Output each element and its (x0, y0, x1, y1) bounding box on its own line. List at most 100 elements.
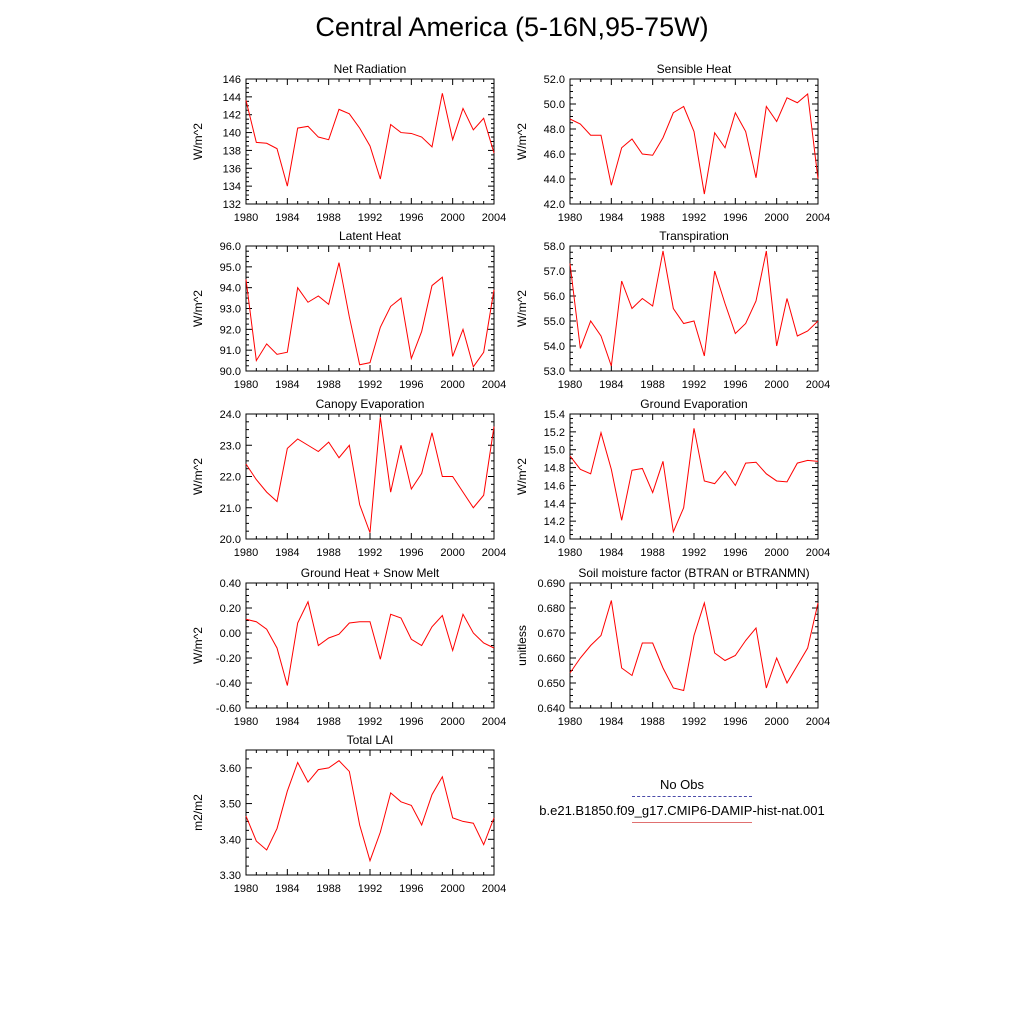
y-tick-label: 3.30 (220, 870, 241, 882)
x-tick-label: 2000 (440, 379, 464, 391)
y-tick-label: 15.2 (544, 427, 565, 439)
x-tick-label: 2004 (806, 547, 830, 559)
chart-title: Canopy Evaporation (316, 397, 425, 411)
y-tick-label: 142 (223, 110, 241, 122)
y-axis-label: W/m^2 (515, 123, 529, 160)
x-tick-label: 2000 (764, 716, 788, 728)
y-axis-label: W/m^2 (191, 123, 205, 160)
x-tick-label: 1996 (723, 716, 747, 728)
chart-title: Latent Heat (339, 229, 402, 243)
y-tick-label: 15.0 (544, 445, 565, 457)
chart-title: Net Radiation (334, 62, 407, 76)
y-tick-label: 20.0 (220, 534, 241, 546)
x-tick-label: 1992 (682, 716, 706, 728)
y-tick-label: 91.0 (220, 345, 241, 357)
x-tick-label: 2004 (482, 379, 506, 391)
chart-panel-4: Canopy Evaporation W/m^2 1980 1984 1988 1992 1… (191, 397, 506, 559)
legend-entry-obs: No Obs (512, 776, 852, 802)
x-tick-label: 1984 (599, 212, 623, 224)
series-line (245, 417, 495, 533)
x-tick-label: 1980 (558, 547, 582, 559)
y-tick-label: 23.0 (220, 440, 241, 452)
y-tick-label: 15.4 (544, 409, 565, 421)
y-tick-label: 14.2 (544, 516, 565, 528)
x-tick-label: 2004 (806, 716, 830, 728)
y-tick-label: 21.0 (220, 503, 241, 515)
legend-label-model: b.e21.B1850.f09_g17.CMIP6-DAMIP-hist-nat… (539, 803, 825, 818)
y-tick-label: 0.680 (537, 603, 565, 615)
chart-panel-1: Sensible Heat W/m^2 1980 1984 1988 1992 1996 20… (515, 62, 830, 224)
y-axis-label: W/m^2 (191, 627, 205, 664)
y-tick-label: 0.660 (537, 653, 565, 665)
x-tick-label: 1992 (358, 379, 382, 391)
y-tick-label: 138 (223, 145, 241, 157)
series-line (569, 600, 819, 692)
y-tick-label: 50.0 (544, 99, 565, 111)
y-tick-label: 146 (223, 74, 241, 86)
y-axis-label: m2/m2 (191, 794, 205, 831)
x-tick-label: 2000 (764, 379, 788, 391)
x-tick-label: 1984 (599, 716, 623, 728)
chart-panel-0: Net Radiation W/m^2 1980 1984 1988 1992 1996 20… (191, 62, 506, 224)
x-tick-label: 1992 (358, 883, 382, 895)
x-tick-label: 1996 (723, 547, 747, 559)
y-tick-label: 53.0 (544, 366, 565, 378)
series-line (569, 428, 819, 534)
x-tick-label: 1996 (399, 379, 423, 391)
y-tick-label: 14.0 (544, 534, 565, 546)
legend-entry-model: b.e21.B1850.f09_g17.CMIP6-DAMIP-hist-nat… (512, 802, 852, 828)
plot-frame (245, 582, 495, 709)
plot-frame (569, 413, 819, 540)
legend: No Obs b.e21.B1850.f09_g17.CMIP6-DAMIP-h… (512, 776, 852, 828)
y-tick-label: 93.0 (220, 304, 241, 316)
series-line (245, 93, 495, 187)
y-axis-label: W/m^2 (515, 290, 529, 327)
x-tick-label: 1992 (358, 547, 382, 559)
plot-frame (569, 582, 819, 709)
x-tick-label: 1992 (682, 547, 706, 559)
x-tick-label: 1984 (275, 883, 299, 895)
plot-frame (245, 245, 495, 372)
y-tick-label: 46.0 (544, 149, 565, 161)
y-tick-label: 144 (223, 92, 241, 104)
x-tick-label: 1996 (399, 716, 423, 728)
plot-frame (245, 413, 495, 540)
y-tick-label: 22.0 (220, 472, 241, 484)
y-tick-label: 140 (223, 128, 241, 140)
y-tick-label: -0.40 (216, 678, 241, 690)
chart-panel-5: Ground Evaporation W/m^2 1980 1984 1988 1992 1… (515, 397, 830, 559)
plot-frame (245, 749, 495, 876)
legend-label-obs: No Obs (659, 777, 705, 792)
x-tick-label: 1996 (399, 883, 423, 895)
x-tick-label: 1992 (358, 212, 382, 224)
y-tick-label: 14.4 (544, 498, 565, 510)
x-tick-label: 2000 (440, 547, 464, 559)
x-tick-label: 1980 (558, 212, 582, 224)
y-tick-label: 92.0 (220, 324, 241, 336)
x-tick-label: 2004 (482, 883, 506, 895)
x-tick-label: 1988 (640, 379, 664, 391)
x-tick-label: 1984 (599, 547, 623, 559)
y-tick-label: 0.670 (537, 628, 565, 640)
legend-swatch-obs (632, 796, 752, 797)
x-tick-label: 1980 (558, 716, 582, 728)
y-tick-label: 48.0 (544, 124, 565, 136)
y-tick-label: 42.0 (544, 199, 565, 211)
x-tick-label: 1980 (234, 379, 258, 391)
y-axis-label: W/m^2 (191, 458, 205, 495)
x-tick-label: 2004 (806, 212, 830, 224)
y-axis-label: W/m^2 (515, 458, 529, 495)
y-tick-label: 94.0 (220, 283, 241, 295)
x-tick-label: 1996 (399, 212, 423, 224)
x-tick-label: 1988 (316, 212, 340, 224)
x-tick-label: 2004 (806, 379, 830, 391)
x-tick-label: 1980 (234, 547, 258, 559)
y-tick-label: 54.0 (544, 341, 565, 353)
x-tick-label: 1984 (275, 716, 299, 728)
y-tick-label: 3.50 (220, 799, 241, 811)
x-tick-label: 1988 (316, 379, 340, 391)
series-line (245, 262, 495, 368)
y-tick-label: 0.640 (537, 703, 565, 715)
x-tick-label: 2000 (440, 212, 464, 224)
